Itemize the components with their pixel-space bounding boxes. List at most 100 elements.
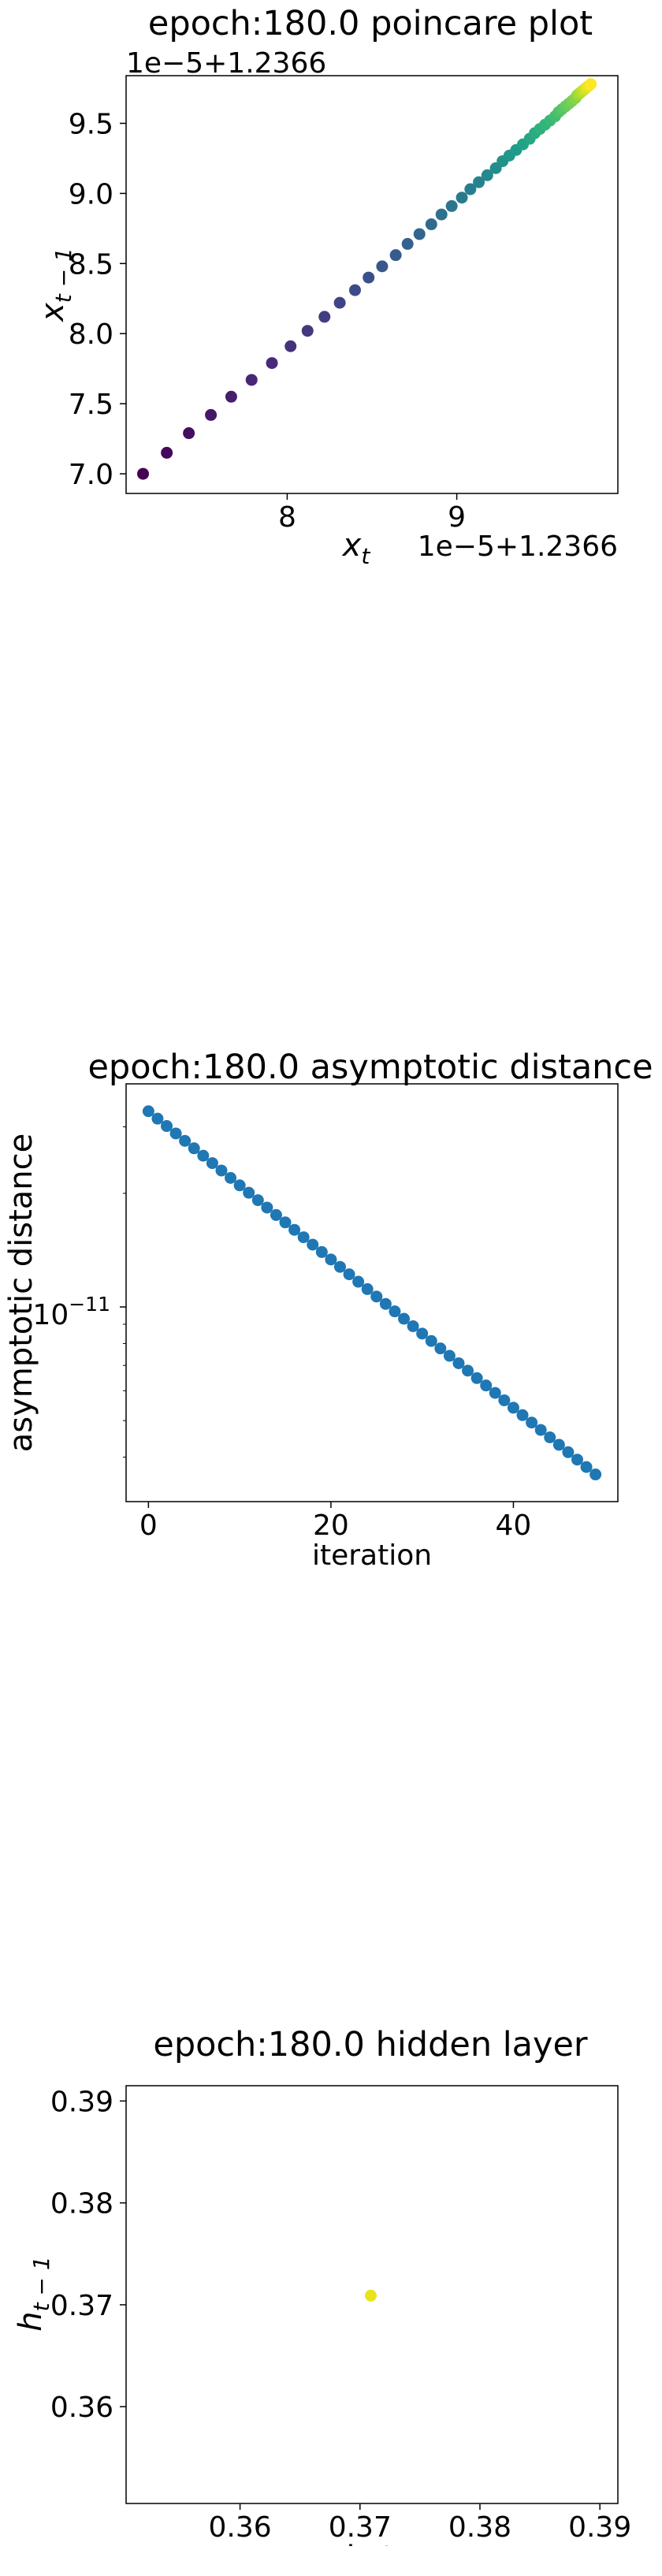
data-point xyxy=(352,1275,365,1288)
data-point xyxy=(183,427,195,440)
data-point xyxy=(333,1260,346,1273)
plot-area xyxy=(125,75,619,494)
data-point xyxy=(398,1312,411,1325)
data-point xyxy=(225,1171,237,1184)
data-point xyxy=(270,1208,282,1221)
data-point xyxy=(205,408,218,421)
data-point xyxy=(534,1424,547,1436)
data-point xyxy=(245,374,258,386)
data-point xyxy=(389,249,402,262)
data-point xyxy=(301,325,314,337)
y-tick-label: 9.5 xyxy=(69,108,113,140)
data-point xyxy=(261,1201,273,1214)
data-points xyxy=(364,2289,377,2302)
data-point xyxy=(571,1454,583,1466)
data-point xyxy=(389,1305,401,1318)
x-axis-label: xt xyxy=(341,527,371,569)
plot-area xyxy=(125,1083,619,1502)
data-point xyxy=(516,1409,529,1421)
data-point xyxy=(456,192,468,204)
data-point xyxy=(361,1282,374,1295)
y-axis-label: asymptotic distance xyxy=(3,1134,39,1453)
data-point xyxy=(288,1223,301,1236)
data-point xyxy=(445,199,458,212)
data-point xyxy=(285,340,297,352)
x-tick-label: 0.39 xyxy=(568,2511,631,2544)
data-point xyxy=(416,1327,429,1340)
x-axis-label: h_t xyxy=(346,2540,394,2546)
data-point xyxy=(473,176,485,188)
data-point xyxy=(318,311,331,323)
data-point xyxy=(376,260,389,273)
data-point xyxy=(315,1245,328,1258)
data-point xyxy=(169,1127,182,1140)
y-tick-label: 9.0 xyxy=(69,178,113,210)
y-tick-label: 0.38 xyxy=(50,2188,113,2220)
chart-title: epoch:180.0 asymptotic distance xyxy=(87,1048,653,1087)
data-point xyxy=(435,208,448,221)
x-tick-label: 0.36 xyxy=(209,2511,272,2544)
data-point xyxy=(161,446,173,459)
data-point xyxy=(206,1157,218,1170)
y-axis-label-subscript: t − 1 xyxy=(50,248,76,303)
y-tick-label: 0.39 xyxy=(50,2086,113,2118)
data-point xyxy=(589,1469,602,1481)
data-point xyxy=(425,218,437,231)
data-point xyxy=(348,284,361,296)
hidden-layer-chart: epoch:180.0 hidden layer 0.360.370.380.3… xyxy=(13,2025,631,2546)
data-point xyxy=(489,1387,501,1399)
data-point xyxy=(266,357,278,370)
data-point xyxy=(562,1446,575,1458)
data-point xyxy=(151,1112,164,1125)
x-axis-ticks: 0.36 0.37 0.38 0.39 xyxy=(209,2503,631,2544)
y-tick-label: 0.36 xyxy=(50,2392,113,2424)
data-point xyxy=(544,1431,556,1444)
x-offset-text: 1e−5+1.2366 xyxy=(418,530,618,563)
data-point xyxy=(401,237,414,250)
data-point xyxy=(379,1297,392,1310)
y-tick-label: 8.0 xyxy=(69,318,113,351)
x-axis-ticks: 0 20 40 xyxy=(139,1502,531,1542)
data-point xyxy=(370,1290,383,1303)
data-point xyxy=(425,1335,437,1347)
x-axis-label-subscript: t xyxy=(361,543,370,569)
x-axis-label: iteration xyxy=(312,1539,432,1572)
data-point xyxy=(552,1439,565,1451)
data-point xyxy=(464,183,477,195)
data-point xyxy=(498,1394,511,1406)
poincare-chart: epoch:180.0 poincare plot 1e−5+1.2366 7.… xyxy=(35,4,619,569)
data-point xyxy=(585,78,597,91)
asymptotic-distance-chart: epoch:180.0 asymptotic distance 0 20 40 10… xyxy=(3,1048,653,1572)
data-point xyxy=(297,1231,310,1244)
y-offset-text: 1e−5+1.2366 xyxy=(126,47,326,80)
data-point xyxy=(407,1320,419,1332)
y-axis-ticks xyxy=(120,1126,126,1458)
y-axis-ticks: 0.36 0.37 0.38 0.39 xyxy=(50,2086,126,2424)
y-axis-ticks: 7.0 7.5 8.0 8.5 9.0 9.5 xyxy=(69,108,126,491)
chart-title: epoch:180.0 hidden layer xyxy=(153,2025,588,2064)
data-point xyxy=(215,1164,228,1177)
y-tick-label: 0.37 xyxy=(50,2290,113,2322)
data-point xyxy=(225,390,237,403)
data-point xyxy=(364,2289,377,2302)
data-point xyxy=(137,467,150,480)
y-tick-label-exponent: −11 xyxy=(69,1293,110,1316)
plot-area xyxy=(125,2085,619,2504)
x-tick-label: 0 xyxy=(139,1509,158,1542)
data-point xyxy=(197,1149,210,1162)
data-point xyxy=(434,1342,447,1355)
data-point xyxy=(325,1253,337,1266)
x-tick-label: 0.38 xyxy=(448,2511,511,2544)
x-tick-label: 40 xyxy=(496,1509,532,1542)
data-point xyxy=(443,1349,456,1362)
data-point xyxy=(279,1216,292,1229)
data-point xyxy=(161,1120,173,1133)
x-tick-label: 20 xyxy=(313,1509,349,1542)
data-point xyxy=(333,296,346,309)
data-point xyxy=(480,1379,493,1392)
data-point xyxy=(251,1194,264,1207)
data-point xyxy=(481,169,493,181)
y-tick-label: 7.5 xyxy=(69,389,113,421)
y-axis-label: xt − 1 xyxy=(35,248,76,323)
data-points xyxy=(137,78,597,480)
